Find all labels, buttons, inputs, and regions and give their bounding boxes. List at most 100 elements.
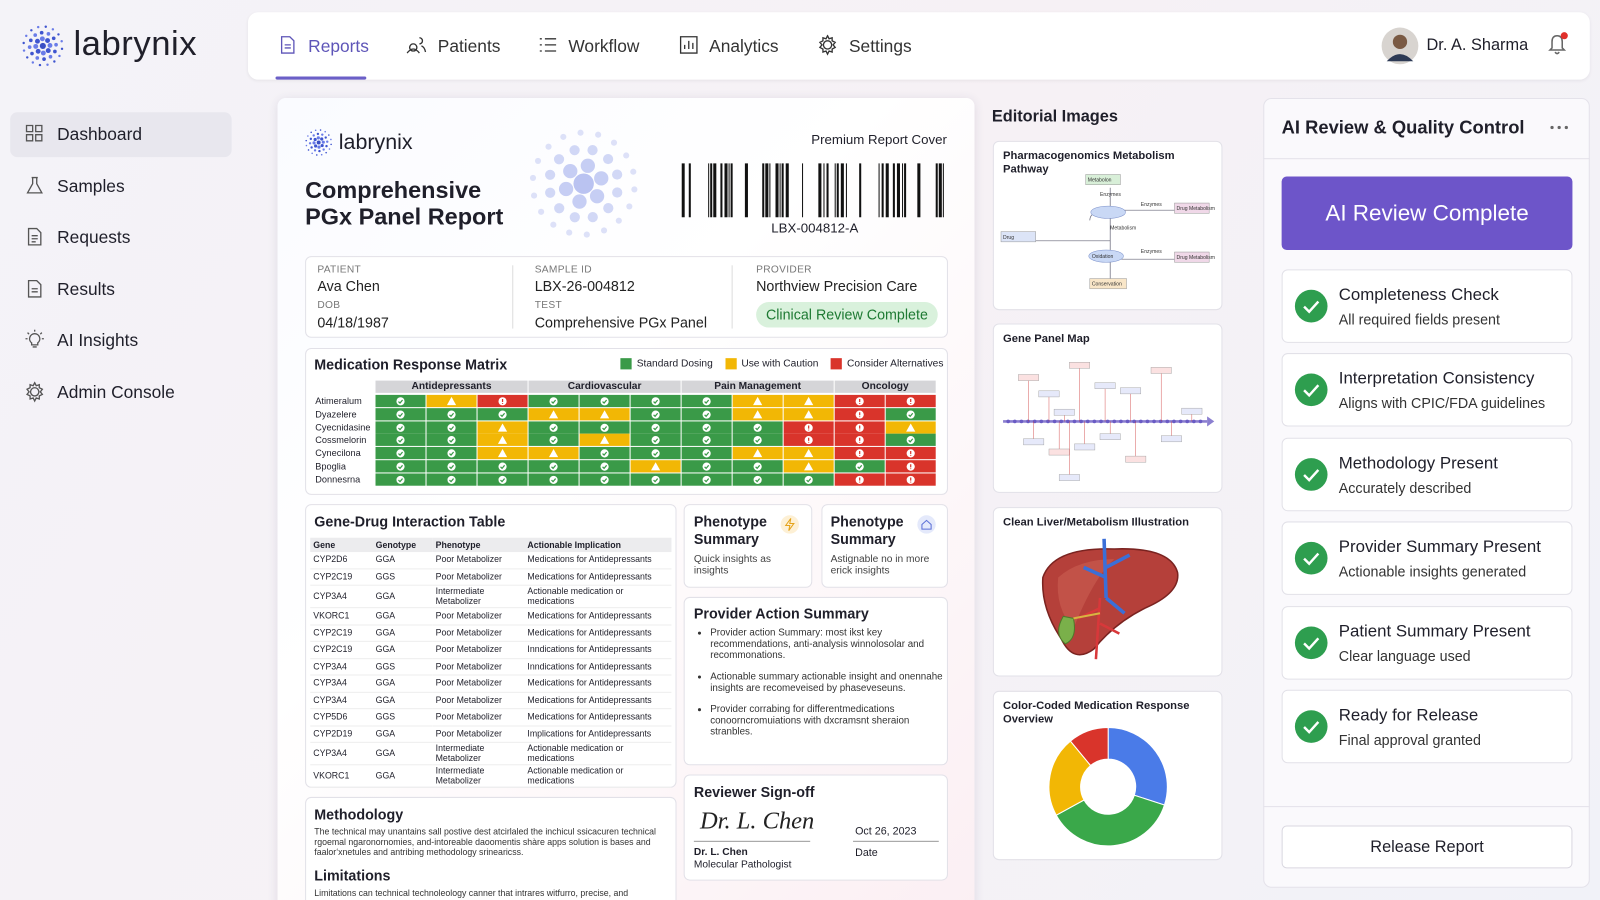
menu-item[interactable]: Admin Console xyxy=(57,382,175,403)
logo-dot xyxy=(30,29,33,32)
matrix-cell xyxy=(579,394,630,408)
logo-dot xyxy=(324,136,327,139)
logo-dot xyxy=(312,141,316,145)
table-cell: GGA xyxy=(372,607,433,625)
cell-symbol xyxy=(446,396,457,406)
cell-icon xyxy=(396,410,405,419)
bar-stripe xyxy=(823,163,825,218)
matrix-cell xyxy=(528,472,579,486)
report-logo-icon xyxy=(305,129,332,156)
logo-dot xyxy=(311,152,313,155)
user-name[interactable]: Dr. A. Sharma xyxy=(1426,36,1529,55)
more-menu[interactable] xyxy=(1549,122,1569,132)
icon-path xyxy=(27,279,42,298)
cell-symbol xyxy=(908,438,914,443)
table-cell: Poor Metabolizer xyxy=(432,658,525,676)
review-banner: AI Review Complete xyxy=(1281,176,1573,250)
notifications[interactable] xyxy=(1544,31,1573,60)
locus xyxy=(1138,419,1143,424)
phenotype-title: Phenotype Summary xyxy=(693,513,767,547)
decoration xyxy=(529,129,638,238)
menu-item[interactable]: AI Insights xyxy=(57,331,139,351)
matrix-cell xyxy=(681,459,732,473)
tab[interactable]: Workflow xyxy=(568,36,640,57)
logo-dot xyxy=(36,25,40,29)
cell-icon xyxy=(906,397,915,406)
table-cell: CYP3A4 xyxy=(310,658,373,676)
tab-icon xyxy=(679,36,698,54)
cell-symbol xyxy=(702,449,711,458)
matrix-cell xyxy=(783,394,834,408)
table-cell: Medications for Antidepressants xyxy=(524,624,672,642)
cell-symbol xyxy=(755,464,761,470)
locus xyxy=(1072,419,1077,424)
cell-icon xyxy=(600,449,609,458)
gene-node xyxy=(1161,435,1182,443)
menu-item[interactable]: Requests xyxy=(57,227,131,248)
cell-icon xyxy=(396,462,405,471)
logo-dot xyxy=(316,140,321,145)
tab-icon xyxy=(280,36,295,54)
cell-symbol xyxy=(498,475,507,484)
matrix-cell xyxy=(375,446,426,460)
logo-dot xyxy=(58,54,61,58)
icon-path xyxy=(406,37,427,54)
cell-symbol xyxy=(755,438,761,443)
bar-stripe xyxy=(779,163,781,218)
matrix-cell xyxy=(732,446,783,460)
menu-item[interactable]: Samples xyxy=(57,176,125,196)
release-button[interactable]: Release Report xyxy=(1281,825,1573,869)
row-label: Donnesrna xyxy=(315,473,361,485)
gene-node xyxy=(1048,448,1070,456)
locus xyxy=(1192,419,1196,424)
table-cell: CYP2C19 xyxy=(310,568,373,586)
menu-icon xyxy=(26,381,44,403)
logo-dot xyxy=(330,143,332,146)
deco-dot xyxy=(554,203,565,214)
cell-icon xyxy=(906,462,915,471)
table-cell: GGA xyxy=(372,764,433,788)
avatar[interactable] xyxy=(1381,27,1420,66)
tab[interactable]: Analytics xyxy=(709,36,779,57)
logo-dot xyxy=(321,133,324,136)
cell-symbol xyxy=(497,435,508,445)
cell-icon xyxy=(702,423,711,432)
table-cell: CYP3A4 xyxy=(310,691,373,710)
table-cell: Actionable medication or medications xyxy=(524,742,672,766)
logo-dot xyxy=(313,149,317,152)
logo-dot xyxy=(315,154,318,156)
menu-item[interactable]: Results xyxy=(57,279,115,299)
methodology-title: Methodology xyxy=(314,806,404,823)
matrix-cell xyxy=(528,433,579,447)
tab[interactable]: Patients xyxy=(437,36,501,57)
menu-item[interactable]: Dashboard xyxy=(57,124,143,144)
matrix-cell xyxy=(783,433,834,447)
bar-stripe xyxy=(917,163,921,218)
tab[interactable]: Settings xyxy=(848,36,912,57)
matrix-cell xyxy=(834,433,885,447)
cell-icon xyxy=(396,449,405,458)
cell-icon xyxy=(498,475,507,484)
signoff xyxy=(683,774,948,881)
cell-symbol xyxy=(396,449,405,458)
sidebar: labrynix Dashboard Samples Requests Results… xyxy=(0,0,248,900)
cell-symbol xyxy=(855,462,864,471)
bar-stripe xyxy=(730,163,733,218)
cell-symbol xyxy=(447,410,456,419)
tab[interactable]: Reports xyxy=(308,36,369,57)
logo-dot xyxy=(328,134,330,136)
bar-stripe xyxy=(942,163,944,218)
cell-icon xyxy=(804,475,813,484)
matrix-cell xyxy=(885,420,936,434)
logo-dot xyxy=(309,137,313,141)
cell-symbol xyxy=(600,462,609,471)
logo-dot xyxy=(316,132,320,136)
logo-dot xyxy=(320,137,324,141)
matrix-cell xyxy=(426,394,477,408)
table-cell: Medications for Antidepressants xyxy=(524,674,672,693)
row-label: Bpoglia xyxy=(315,460,346,472)
deco-dot xyxy=(615,217,622,224)
logo-dot xyxy=(31,61,35,64)
matrix-cell xyxy=(477,433,528,447)
